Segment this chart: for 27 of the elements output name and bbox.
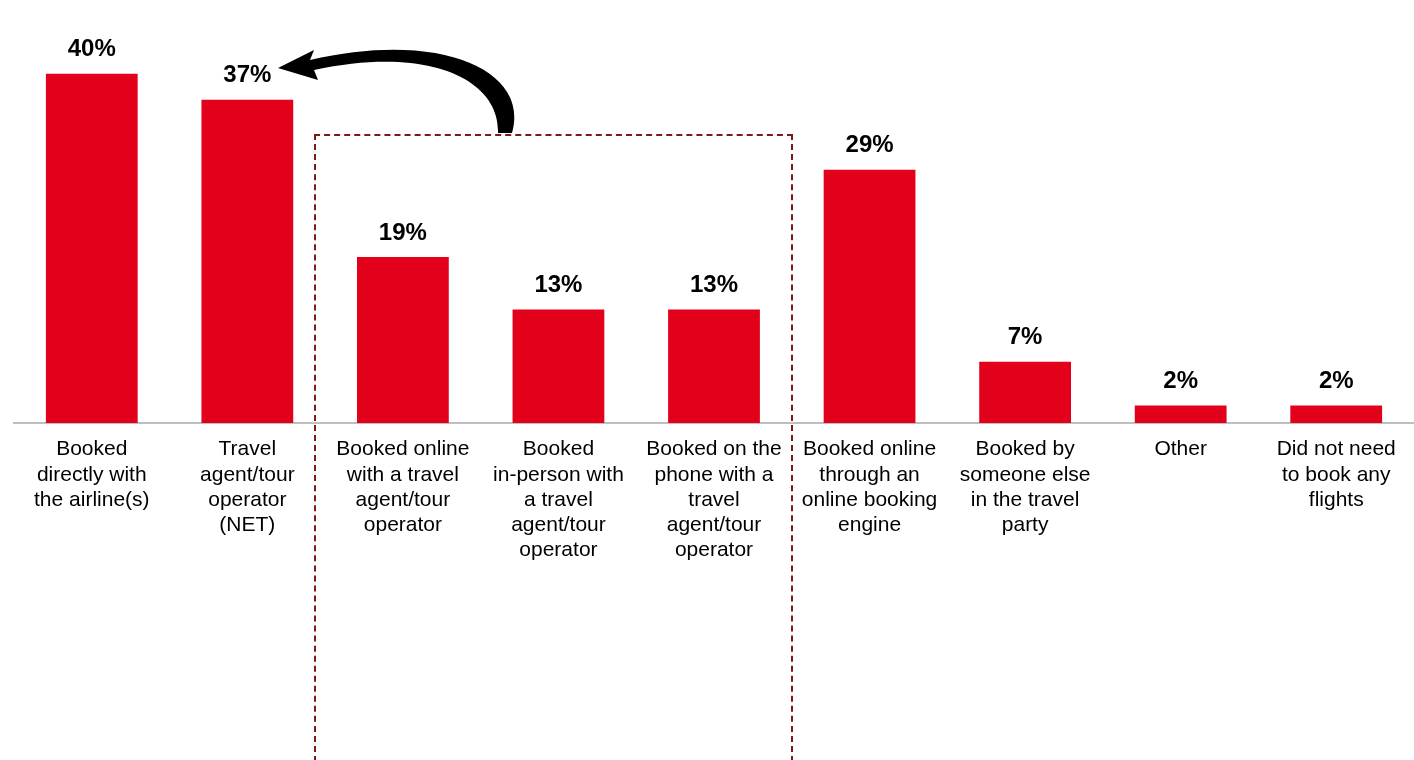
data-label: 2% <box>1318 366 1354 394</box>
bar <box>45 73 138 423</box>
bar <box>512 309 605 423</box>
x-tick-label: Booked by someone else in the travel party <box>959 436 1091 535</box>
bar <box>668 309 760 423</box>
x-tick-label: Did not need to book any flights <box>1276 436 1396 510</box>
x-tick-label: Booked directly with the airline(s) <box>34 436 150 510</box>
x-tick-label: Travel agent/tour operator (NET) <box>200 436 295 535</box>
data-label: 13% <box>534 270 583 298</box>
x-tick-label: Booked online through an online booking engine <box>801 436 938 535</box>
data-label: 29% <box>845 130 894 158</box>
bar <box>1290 405 1383 423</box>
x-tick-label: Booked in-person with a travel agent/tour operator <box>493 436 624 561</box>
data-label: 2% <box>1163 366 1199 394</box>
bar <box>357 257 449 423</box>
data-label: 19% <box>378 217 427 245</box>
data-label: 40% <box>67 34 116 62</box>
data-label: 13% <box>689 270 739 298</box>
bar <box>823 169 916 423</box>
bar <box>979 361 1071 423</box>
x-tick-label: Booked online with a travel agent/tour operator <box>336 436 470 535</box>
data-label: 7% <box>1007 322 1043 350</box>
data-label: 37% <box>223 60 272 88</box>
x-tick-label: Booked on the phone with a travel agent/tour operator <box>646 436 782 561</box>
bar <box>201 99 294 423</box>
bar <box>1134 405 1227 423</box>
x-tick-label: Other <box>1154 436 1207 460</box>
